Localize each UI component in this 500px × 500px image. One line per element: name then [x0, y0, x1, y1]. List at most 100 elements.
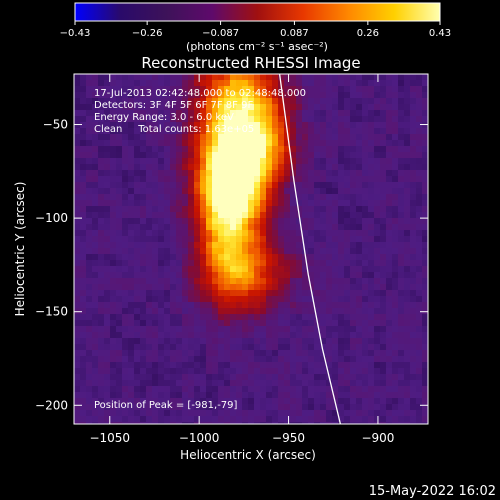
heatmap-cell [218, 374, 225, 381]
heatmap-cell [308, 332, 315, 339]
heatmap-cell [368, 164, 375, 171]
heatmap-cell [404, 320, 411, 327]
heatmap-cell [416, 260, 423, 267]
heatmap-cell [410, 236, 417, 243]
heatmap-cell [314, 332, 321, 339]
heatmap-cell [74, 230, 81, 237]
heatmap-cell [338, 152, 345, 159]
heatmap-cell [146, 386, 153, 393]
heatmap-cell [104, 146, 111, 153]
heatmap-cell [326, 362, 333, 369]
heatmap-cell [380, 392, 387, 399]
heatmap-cell [374, 296, 381, 303]
heatmap-cell [398, 128, 405, 135]
heatmap-cell [386, 392, 393, 399]
heatmap-cell [110, 188, 117, 195]
heatmap-cell [386, 74, 393, 81]
heatmap-cell [188, 188, 195, 195]
heatmap-cell [224, 122, 231, 129]
heatmap-cell [122, 368, 129, 375]
heatmap-cell [164, 176, 171, 183]
heatmap-cell [392, 134, 399, 141]
heatmap-cell [164, 194, 171, 201]
heatmap-cell [338, 320, 345, 327]
heatmap-cell [398, 296, 405, 303]
heatmap-cell [194, 92, 201, 99]
heatmap-cell [362, 80, 369, 87]
heatmap-cell [326, 158, 333, 165]
heatmap-cell [218, 104, 225, 111]
heatmap-cell [356, 236, 363, 243]
heatmap-cell [410, 248, 417, 255]
heatmap-cell [284, 320, 291, 327]
heatmap-cell [398, 314, 405, 321]
heatmap-cell [338, 314, 345, 321]
heatmap-cell [422, 404, 428, 411]
heatmap-cell [290, 344, 297, 351]
heatmap-cell [344, 338, 351, 345]
heatmap-cell [98, 242, 105, 249]
heatmap-cell [356, 338, 363, 345]
heatmap-cell [266, 140, 273, 147]
heatmap-cell [314, 296, 321, 303]
heatmap-cell [104, 152, 111, 159]
plot-frame [73, 73, 429, 425]
heatmap-cell [320, 266, 327, 273]
heatmap-cell [218, 170, 225, 177]
heatmap-cell [104, 128, 111, 135]
heatmap-cell [284, 332, 291, 339]
heatmap-cell [194, 236, 201, 243]
heatmap-cell [386, 416, 393, 423]
heatmap-cell [242, 242, 249, 249]
heatmap-cell [314, 284, 321, 291]
heatmap-cell [338, 104, 345, 111]
heatmap-cell [116, 308, 123, 315]
heatmap-cell [314, 170, 321, 177]
heatmap-cell [176, 182, 183, 189]
heatmap-cell [374, 98, 381, 105]
heatmap-cell [194, 404, 201, 411]
heatmap-cell [230, 218, 237, 225]
heatmap-cell [374, 134, 381, 141]
heatmap-cell [146, 308, 153, 315]
heatmap-cell [140, 152, 147, 159]
heatmap-cell [356, 266, 363, 273]
heatmap-cell [182, 98, 189, 105]
heatmap-cell [344, 80, 351, 87]
heatmap-cell [122, 272, 129, 279]
heatmap-cell [104, 164, 111, 171]
heatmap-cell [344, 410, 351, 417]
heatmap-cell [188, 404, 195, 411]
heatmap-cell [194, 242, 201, 249]
heatmap-cell [350, 218, 357, 225]
heatmap-cell [182, 92, 189, 99]
heatmap-cell [314, 386, 321, 393]
heatmap-cell [344, 146, 351, 153]
heatmap-cell [416, 278, 423, 285]
heatmap-cell [176, 218, 183, 225]
heatmap-cell [110, 272, 117, 279]
heatmap-cell [380, 362, 387, 369]
heatmap-cell [110, 362, 117, 369]
heatmap-cell [320, 404, 327, 411]
heatmap-cell [248, 398, 255, 405]
heatmap-cell [302, 272, 309, 279]
heatmap-cell [260, 158, 267, 165]
colorbar-tick-label: 0.26 [357, 28, 379, 39]
heatmap-cell [170, 332, 177, 339]
heatmap-cell [386, 374, 393, 381]
heatmap-cell [254, 158, 261, 165]
heatmap-cell [344, 302, 351, 309]
heatmap-cell [164, 212, 171, 219]
heatmap-cell [302, 290, 309, 297]
heatmap-cell [92, 110, 99, 117]
heatmap-cell [320, 260, 327, 267]
heatmap-cell [254, 422, 261, 424]
heatmap-cell [182, 392, 189, 399]
heatmap-cell [188, 212, 195, 219]
heatmap-cell [374, 128, 381, 135]
heatmap-cell [350, 332, 357, 339]
heatmap-cell [224, 92, 231, 99]
heatmap-cell [314, 140, 321, 147]
heatmap-cell [308, 380, 315, 387]
